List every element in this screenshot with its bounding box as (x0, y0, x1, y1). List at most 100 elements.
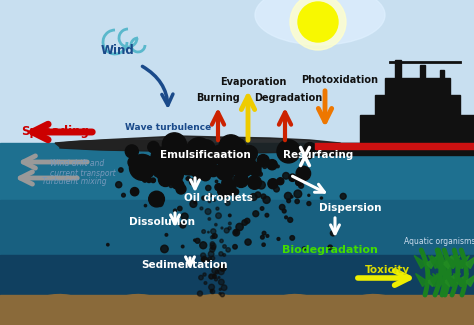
Circle shape (163, 167, 175, 179)
Circle shape (172, 152, 186, 166)
Polygon shape (445, 274, 456, 287)
Ellipse shape (255, 0, 385, 45)
Circle shape (201, 258, 205, 261)
Text: Dissolution: Dissolution (129, 217, 195, 227)
Circle shape (210, 290, 213, 292)
Circle shape (295, 199, 300, 203)
Circle shape (288, 217, 292, 222)
Text: Resurfacing: Resurfacing (283, 150, 353, 160)
Circle shape (248, 176, 261, 189)
Circle shape (234, 230, 238, 234)
Polygon shape (416, 274, 428, 287)
Circle shape (268, 179, 278, 189)
Polygon shape (446, 255, 457, 268)
Circle shape (276, 165, 279, 168)
Circle shape (151, 147, 169, 165)
Circle shape (246, 169, 250, 174)
Polygon shape (315, 143, 474, 155)
Circle shape (219, 193, 223, 197)
Circle shape (125, 145, 138, 158)
Circle shape (221, 227, 223, 229)
Circle shape (188, 154, 198, 164)
Circle shape (212, 267, 218, 274)
Circle shape (216, 149, 224, 158)
Circle shape (210, 289, 215, 294)
Text: Turbulent mixing: Turbulent mixing (42, 177, 107, 187)
Circle shape (219, 264, 223, 268)
Circle shape (163, 133, 186, 157)
Circle shape (226, 199, 228, 202)
Circle shape (213, 199, 215, 201)
Circle shape (255, 192, 261, 198)
Circle shape (308, 194, 310, 196)
Circle shape (261, 235, 264, 239)
Circle shape (285, 216, 287, 219)
Circle shape (254, 169, 258, 174)
Circle shape (296, 179, 302, 186)
Circle shape (128, 156, 140, 168)
Polygon shape (436, 255, 448, 268)
Circle shape (279, 204, 285, 210)
Circle shape (245, 218, 250, 224)
Circle shape (212, 274, 217, 279)
Circle shape (209, 274, 214, 279)
Polygon shape (440, 255, 452, 268)
Circle shape (175, 181, 184, 190)
Text: Emulsificaation: Emulsificaation (160, 150, 250, 160)
Circle shape (245, 239, 251, 245)
Circle shape (249, 162, 260, 173)
Circle shape (228, 222, 231, 225)
Circle shape (205, 209, 211, 214)
Circle shape (211, 256, 215, 260)
Polygon shape (426, 255, 438, 268)
Bar (395, 60, 401, 100)
Circle shape (202, 256, 207, 262)
Circle shape (304, 143, 316, 154)
Circle shape (202, 230, 205, 233)
Bar (420, 65, 425, 100)
Bar (0, 200, 474, 325)
Circle shape (263, 196, 270, 203)
Circle shape (224, 181, 236, 192)
Circle shape (190, 178, 196, 185)
Circle shape (214, 274, 215, 276)
Text: Evaporation: Evaporation (220, 77, 286, 87)
Circle shape (169, 168, 173, 173)
Polygon shape (428, 255, 440, 268)
Circle shape (122, 193, 125, 197)
Polygon shape (60, 136, 350, 153)
Circle shape (210, 247, 215, 252)
Circle shape (210, 145, 228, 164)
Bar (315, 143, 474, 149)
Circle shape (208, 231, 209, 233)
Circle shape (197, 291, 202, 296)
Bar (0, 143, 474, 325)
Circle shape (277, 238, 280, 240)
Polygon shape (453, 255, 465, 268)
Circle shape (296, 166, 310, 181)
Circle shape (219, 288, 221, 291)
Circle shape (273, 186, 279, 192)
Circle shape (284, 192, 292, 200)
Circle shape (208, 200, 211, 203)
Circle shape (224, 228, 229, 233)
Circle shape (194, 239, 196, 241)
Circle shape (233, 244, 237, 249)
Circle shape (216, 162, 234, 180)
Circle shape (206, 185, 211, 191)
Polygon shape (375, 95, 460, 115)
Circle shape (173, 209, 177, 212)
Polygon shape (428, 274, 439, 287)
Circle shape (215, 180, 218, 183)
Circle shape (234, 173, 248, 188)
Circle shape (155, 201, 159, 203)
Circle shape (249, 160, 253, 164)
Circle shape (257, 181, 265, 189)
Circle shape (178, 206, 182, 211)
Circle shape (212, 235, 215, 238)
Circle shape (218, 277, 220, 279)
Circle shape (255, 164, 261, 171)
Circle shape (218, 269, 224, 275)
Circle shape (283, 209, 286, 213)
Circle shape (190, 201, 197, 207)
